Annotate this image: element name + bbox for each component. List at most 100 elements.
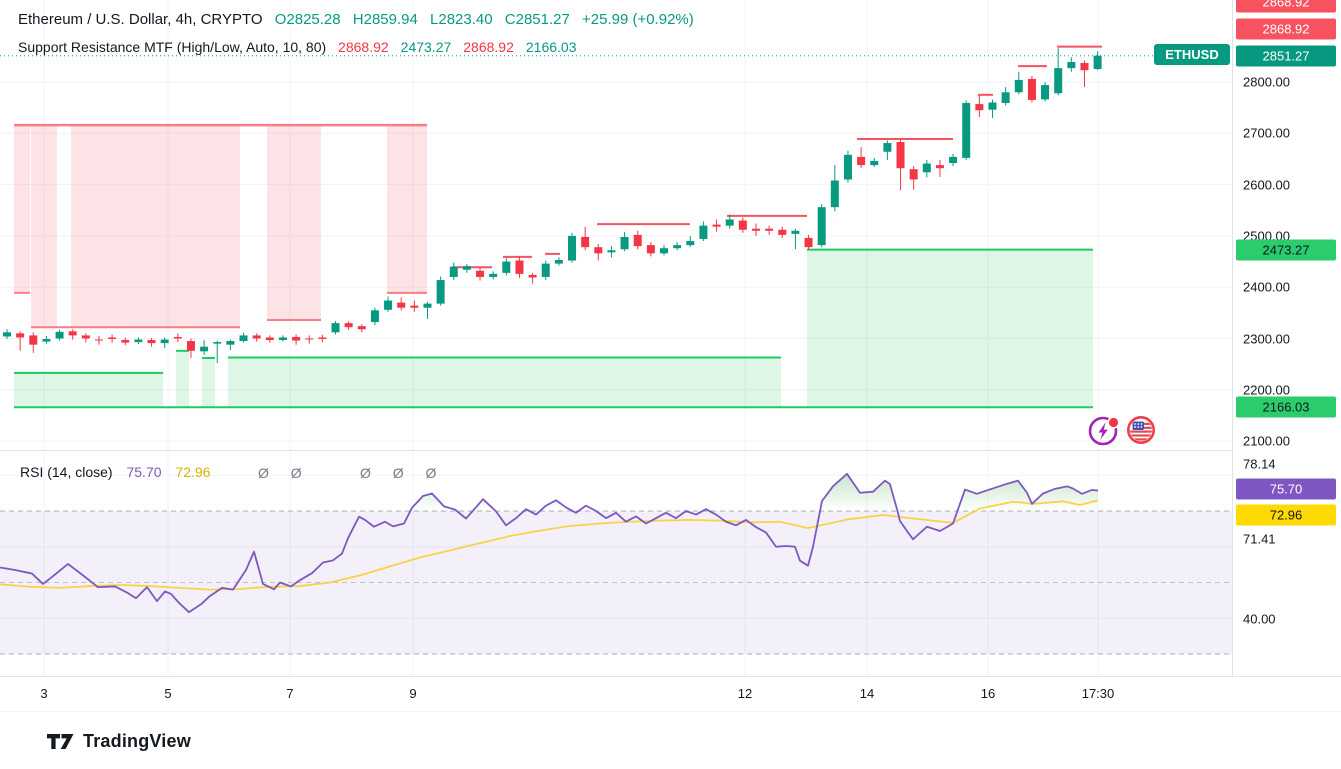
tradingview-logo-text: TradingView: [83, 731, 191, 751]
rsi-overbought-fill: [540, 500, 573, 511]
symbol-legend: Ethereum / U.S. Dollar, 4h, CRYPTO O2825…: [18, 11, 694, 28]
symbol-price-label: ETHUSD: [1154, 44, 1230, 65]
price-badge-support: 2166.03: [1236, 396, 1336, 418]
candle-body: [160, 339, 169, 344]
chart-canvas[interactable]: [0, 0, 1232, 676]
candle-body: [81, 335, 90, 339]
candle-body: [16, 333, 25, 338]
candle-body: [909, 169, 918, 180]
candle-body: [42, 339, 51, 342]
indicator-values: 2868.92 2473.27 2868.92 2166.03: [338, 39, 588, 55]
candle-body: [436, 280, 445, 304]
candle-body: [843, 154, 852, 180]
candle-body: [935, 165, 944, 169]
support-zones: [14, 248, 1093, 409]
candle-body: [489, 273, 498, 277]
candle-body: [725, 219, 734, 226]
rsi-tick: 78.14: [1243, 456, 1276, 472]
time-tick: 17:30: [1081, 686, 1115, 701]
candle-body: [778, 229, 787, 235]
indicator-legend: Support Resistance MTF (High/Low, Auto, …: [18, 39, 588, 55]
candle-body: [344, 323, 353, 328]
candle-body: [318, 337, 327, 340]
candle-body: [121, 340, 130, 343]
candle-body: [186, 341, 195, 351]
candle-body: [673, 245, 682, 249]
candle-body: [147, 340, 156, 344]
candle-body: [226, 341, 235, 345]
ideas-spark-icon[interactable]: [1087, 413, 1121, 452]
candle-body: [462, 266, 471, 270]
candle-body: [1067, 61, 1076, 69]
tradingview-logo[interactable]: TradingView: [47, 731, 191, 752]
rsi-pane: [0, 472, 1232, 655]
candle-body: [397, 302, 406, 308]
candle-body: [962, 103, 971, 158]
resistance-zones: [14, 123, 427, 329]
candle-body: [410, 305, 419, 308]
time-tick: 9: [409, 686, 417, 701]
candle-body: [922, 163, 931, 173]
ohlc-open: O2825.28: [274, 11, 341, 28]
candle-body: [1054, 68, 1063, 94]
candle-body: [252, 335, 261, 339]
time-tick: 3: [40, 686, 48, 701]
candle-body: [870, 161, 879, 166]
rsi-line: [0, 472, 1099, 614]
candle-body: [1027, 78, 1036, 100]
time-tick: 16: [980, 686, 996, 701]
candle-body: [738, 220, 747, 230]
ohlc-low: L2823.40: [430, 11, 493, 28]
rsi-legend: RSI (14, close) 75.70 72.96: [20, 464, 210, 480]
candle-body: [278, 337, 287, 341]
candle-body: [1093, 55, 1102, 70]
indicator-level-value: 2868.92: [338, 39, 389, 55]
candle-body: [1041, 85, 1050, 100]
candle-body: [265, 337, 274, 341]
rsi-value: 75.70: [126, 464, 162, 480]
price-tick: 2100.00: [1243, 433, 1290, 449]
candle-body: [357, 326, 366, 330]
candle-body: [94, 339, 103, 341]
candle-body: [751, 228, 760, 231]
symbol-title[interactable]: Ethereum / U.S. Dollar, 4h, CRYPTO: [18, 11, 263, 28]
candle-body: [949, 156, 958, 164]
price-badge-resistance: 2868.92: [1236, 0, 1336, 13]
candle-body: [528, 274, 537, 278]
candle-body: [292, 336, 301, 341]
candle-body: [200, 346, 209, 352]
candle-body: [449, 266, 458, 277]
us-flag-icon[interactable]: [1126, 415, 1156, 450]
candle-body: [55, 331, 64, 339]
candle-body: [239, 335, 248, 342]
price-badge-resistance: 2868.92: [1236, 18, 1336, 40]
price-tick: 2600.00: [1243, 177, 1290, 193]
rsi-na-values-1: Ø Ø: [258, 465, 311, 481]
indicator-level-value: 2473.27: [400, 39, 452, 55]
candle-body: [541, 263, 550, 277]
time-axis[interactable]: 3 5 7 9 12 14 16 17:30: [0, 676, 1341, 712]
candle-body: [29, 335, 38, 345]
candle-body: [213, 342, 222, 344]
candle-body: [568, 235, 577, 261]
price-tick: 2300.00: [1243, 331, 1290, 346]
candle-body: [620, 236, 629, 250]
candle-body: [173, 336, 182, 339]
candle-body: [594, 247, 603, 254]
candle-body: [1014, 79, 1023, 93]
price-axis[interactable]: 2800.00 2700.00 2600.00 2500.00 2400.00 2300.…: [1232, 0, 1341, 676]
candle-body: [633, 234, 642, 247]
candle-body: [830, 180, 839, 208]
rsi-title[interactable]: RSI (14, close): [20, 464, 113, 480]
candle-body: [791, 230, 800, 234]
candle-body: [857, 156, 866, 166]
candle-body: [581, 236, 590, 248]
rsi-ma-line: [0, 499, 1099, 591]
indicator-title[interactable]: Support Resistance MTF (High/Low, Auto, …: [18, 39, 327, 55]
price-badge-support: 2473.27: [1236, 239, 1336, 261]
chart-plot-area[interactable]: Ethereum / U.S. Dollar, 4h, CRYPTO O2825…: [0, 0, 1232, 676]
candle-body: [975, 104, 984, 111]
candle-body: [765, 228, 774, 231]
time-tick: 5: [164, 686, 172, 701]
candle-body: [370, 310, 379, 323]
